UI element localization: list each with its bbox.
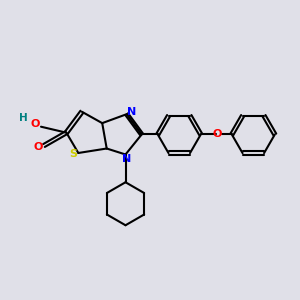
Text: H: H bbox=[19, 113, 28, 123]
Text: O: O bbox=[31, 119, 40, 129]
Text: O: O bbox=[34, 142, 43, 152]
Text: N: N bbox=[127, 107, 136, 117]
Text: N: N bbox=[122, 154, 132, 164]
Text: S: S bbox=[69, 149, 77, 160]
Text: O: O bbox=[212, 129, 222, 139]
